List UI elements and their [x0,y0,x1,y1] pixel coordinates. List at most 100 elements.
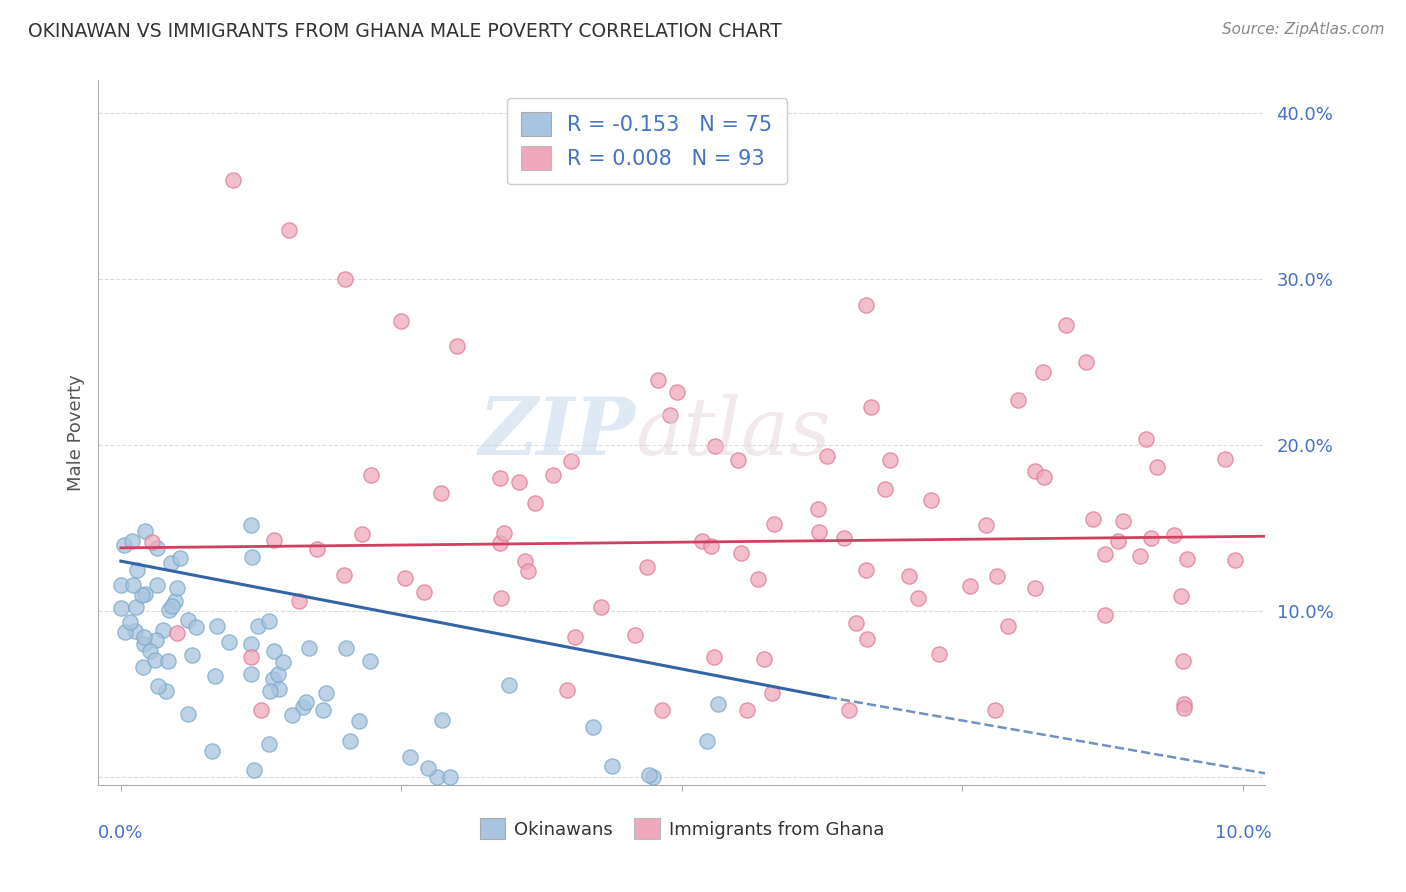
Point [873,483,896,497]
Point [523,496,546,510]
Point [201,744,224,758]
Point [110,578,132,592]
Point [134,637,156,651]
Point [727,452,749,467]
Point [1111,514,1133,528]
Point [1173,697,1195,711]
Point [292,699,315,714]
Point [1024,464,1046,478]
Point [638,768,661,782]
Point [1024,581,1046,595]
Point [516,564,538,578]
Point [134,587,156,601]
Point [997,618,1019,632]
Point [498,678,520,692]
Point [752,651,775,665]
Point [976,518,998,533]
Point [298,641,321,656]
Point [557,683,579,698]
Point [832,531,855,545]
Point [426,770,449,784]
Point [659,408,682,422]
Point [110,601,132,615]
Point [160,599,183,613]
Point [159,556,181,570]
Point [879,452,901,467]
Text: ZIP: ZIP [478,394,636,471]
Point [541,468,564,483]
Point [267,666,290,681]
Point [166,626,188,640]
Point [240,518,263,533]
Point [389,314,412,328]
Point [360,467,382,482]
Point [398,749,420,764]
Text: Source: ZipAtlas.com: Source: ZipAtlas.com [1222,22,1385,37]
Point [1173,701,1195,715]
Point [1146,460,1168,475]
Point [186,620,208,634]
Point [508,475,530,490]
Point [177,706,200,721]
Point [118,615,141,629]
Point [134,524,156,539]
Point [204,669,226,683]
Point [1081,512,1104,526]
Point [307,541,329,556]
Point [240,549,263,564]
Point [513,554,536,568]
Point [429,486,451,500]
Point [335,641,357,656]
Point [600,759,623,773]
Point [1163,528,1185,542]
Point [148,679,170,693]
Point [249,703,271,717]
Text: OKINAWAN VS IMMIGRANTS FROM GHANA MALE POVERTY CORRELATION CHART: OKINAWAN VS IMMIGRANTS FROM GHANA MALE P… [28,22,782,41]
Point [125,599,148,614]
Point [488,471,510,485]
Point [1094,547,1116,561]
Point [735,703,758,717]
Point [263,644,285,658]
Point [1033,469,1056,483]
Point [155,684,177,698]
Point [1139,531,1161,545]
Point [439,770,461,784]
Point [700,539,723,553]
Point [359,654,381,668]
Point [218,635,240,649]
Point [647,373,669,387]
Point [763,517,786,532]
Point [257,614,280,628]
Point [560,454,582,468]
Point [163,594,186,608]
Point [146,578,169,592]
Point [259,684,281,698]
Point [1054,318,1077,332]
Point [838,703,860,717]
Point [315,686,337,700]
Point [1094,607,1116,622]
Point [690,534,713,549]
Point [1170,589,1192,603]
Point [1129,549,1152,563]
Point [1171,654,1194,668]
Point [295,695,318,709]
Point [418,761,440,775]
Legend: Okinawans, Immigrants from Ghana: Okinawans, Immigrants from Ghana [472,811,891,847]
Point [489,536,512,550]
Text: 0.0%: 0.0% [98,823,143,842]
Point [239,650,262,665]
Point [131,588,153,602]
Point [143,653,166,667]
Point [242,763,264,777]
Point [156,654,179,668]
Point [335,272,357,286]
Point [269,682,291,697]
Point [730,546,752,560]
Point [624,627,647,641]
Point [263,533,285,548]
Point [430,713,453,727]
Point [278,222,301,236]
Point [176,614,198,628]
